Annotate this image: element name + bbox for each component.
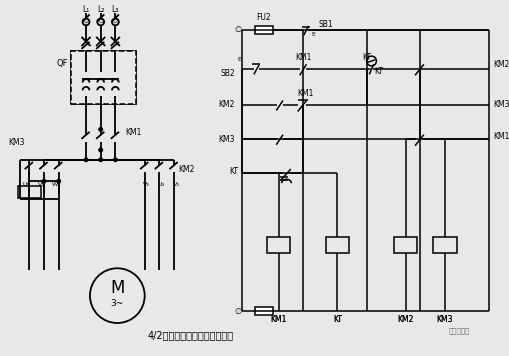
Text: 4/2极双速电动机起动控制电路: 4/2极双速电动机起动控制电路 (147, 330, 233, 340)
Text: KM1: KM1 (125, 128, 141, 137)
Text: KT: KT (332, 315, 341, 324)
Text: SB1: SB1 (318, 20, 333, 29)
Bar (254, 26, 272, 33)
Bar (18, 186, 41, 198)
Text: KM3: KM3 (8, 138, 24, 147)
Text: L₁: L₁ (82, 5, 90, 14)
Text: L₂: L₂ (97, 5, 104, 14)
Text: KM2: KM2 (397, 315, 413, 324)
Text: KT: KT (374, 67, 383, 76)
Text: E: E (237, 57, 241, 62)
Text: FU2: FU2 (256, 14, 271, 22)
Circle shape (57, 179, 60, 183)
Text: KT: KT (332, 315, 341, 324)
Bar (393, 237, 417, 253)
Text: W₁: W₁ (51, 182, 60, 187)
Text: ∅: ∅ (113, 19, 118, 25)
Text: KM1: KM1 (493, 132, 509, 141)
Bar (266, 237, 290, 253)
Text: ∅: ∅ (234, 307, 241, 316)
Text: V₃: V₃ (172, 182, 179, 187)
Text: E: E (310, 32, 314, 37)
Bar (71, 51, 135, 104)
Bar (254, 307, 272, 315)
Text: L₃: L₃ (111, 5, 119, 14)
Text: KM3: KM3 (436, 315, 452, 324)
Bar (325, 237, 348, 253)
Bar (432, 237, 456, 253)
Text: KM2: KM2 (397, 315, 413, 324)
Text: QF: QF (57, 59, 68, 68)
Circle shape (84, 158, 88, 162)
Text: V₁: V₁ (38, 182, 44, 187)
Text: 3~: 3~ (110, 299, 124, 308)
Text: KT: KT (361, 53, 371, 62)
Text: KM3: KM3 (218, 135, 234, 144)
Text: KT: KT (229, 167, 238, 176)
Text: V₃: V₃ (143, 182, 150, 187)
Text: U₃: U₃ (157, 182, 164, 187)
Circle shape (99, 148, 102, 152)
Text: U₁: U₁ (23, 182, 30, 187)
Circle shape (114, 158, 117, 162)
Text: ∅: ∅ (98, 19, 103, 25)
Text: KM1: KM1 (270, 315, 286, 324)
Text: M: M (110, 279, 124, 297)
Text: ∅: ∅ (83, 19, 88, 25)
Text: KM1: KM1 (270, 315, 286, 324)
Text: 电子技术控: 电子技术控 (448, 328, 469, 334)
Text: KM2: KM2 (178, 165, 194, 174)
Circle shape (99, 128, 102, 131)
Text: KM2: KM2 (218, 100, 234, 110)
Text: KM3: KM3 (436, 315, 452, 324)
Text: ∅: ∅ (234, 25, 241, 34)
Text: SB2: SB2 (219, 69, 234, 78)
Text: KM1: KM1 (294, 53, 310, 62)
Text: KM2: KM2 (493, 61, 509, 69)
Circle shape (42, 179, 46, 183)
Circle shape (99, 158, 102, 162)
Text: KM1: KM1 (296, 89, 313, 98)
Text: KM3: KM3 (493, 100, 509, 110)
Bar (71, 51, 135, 104)
